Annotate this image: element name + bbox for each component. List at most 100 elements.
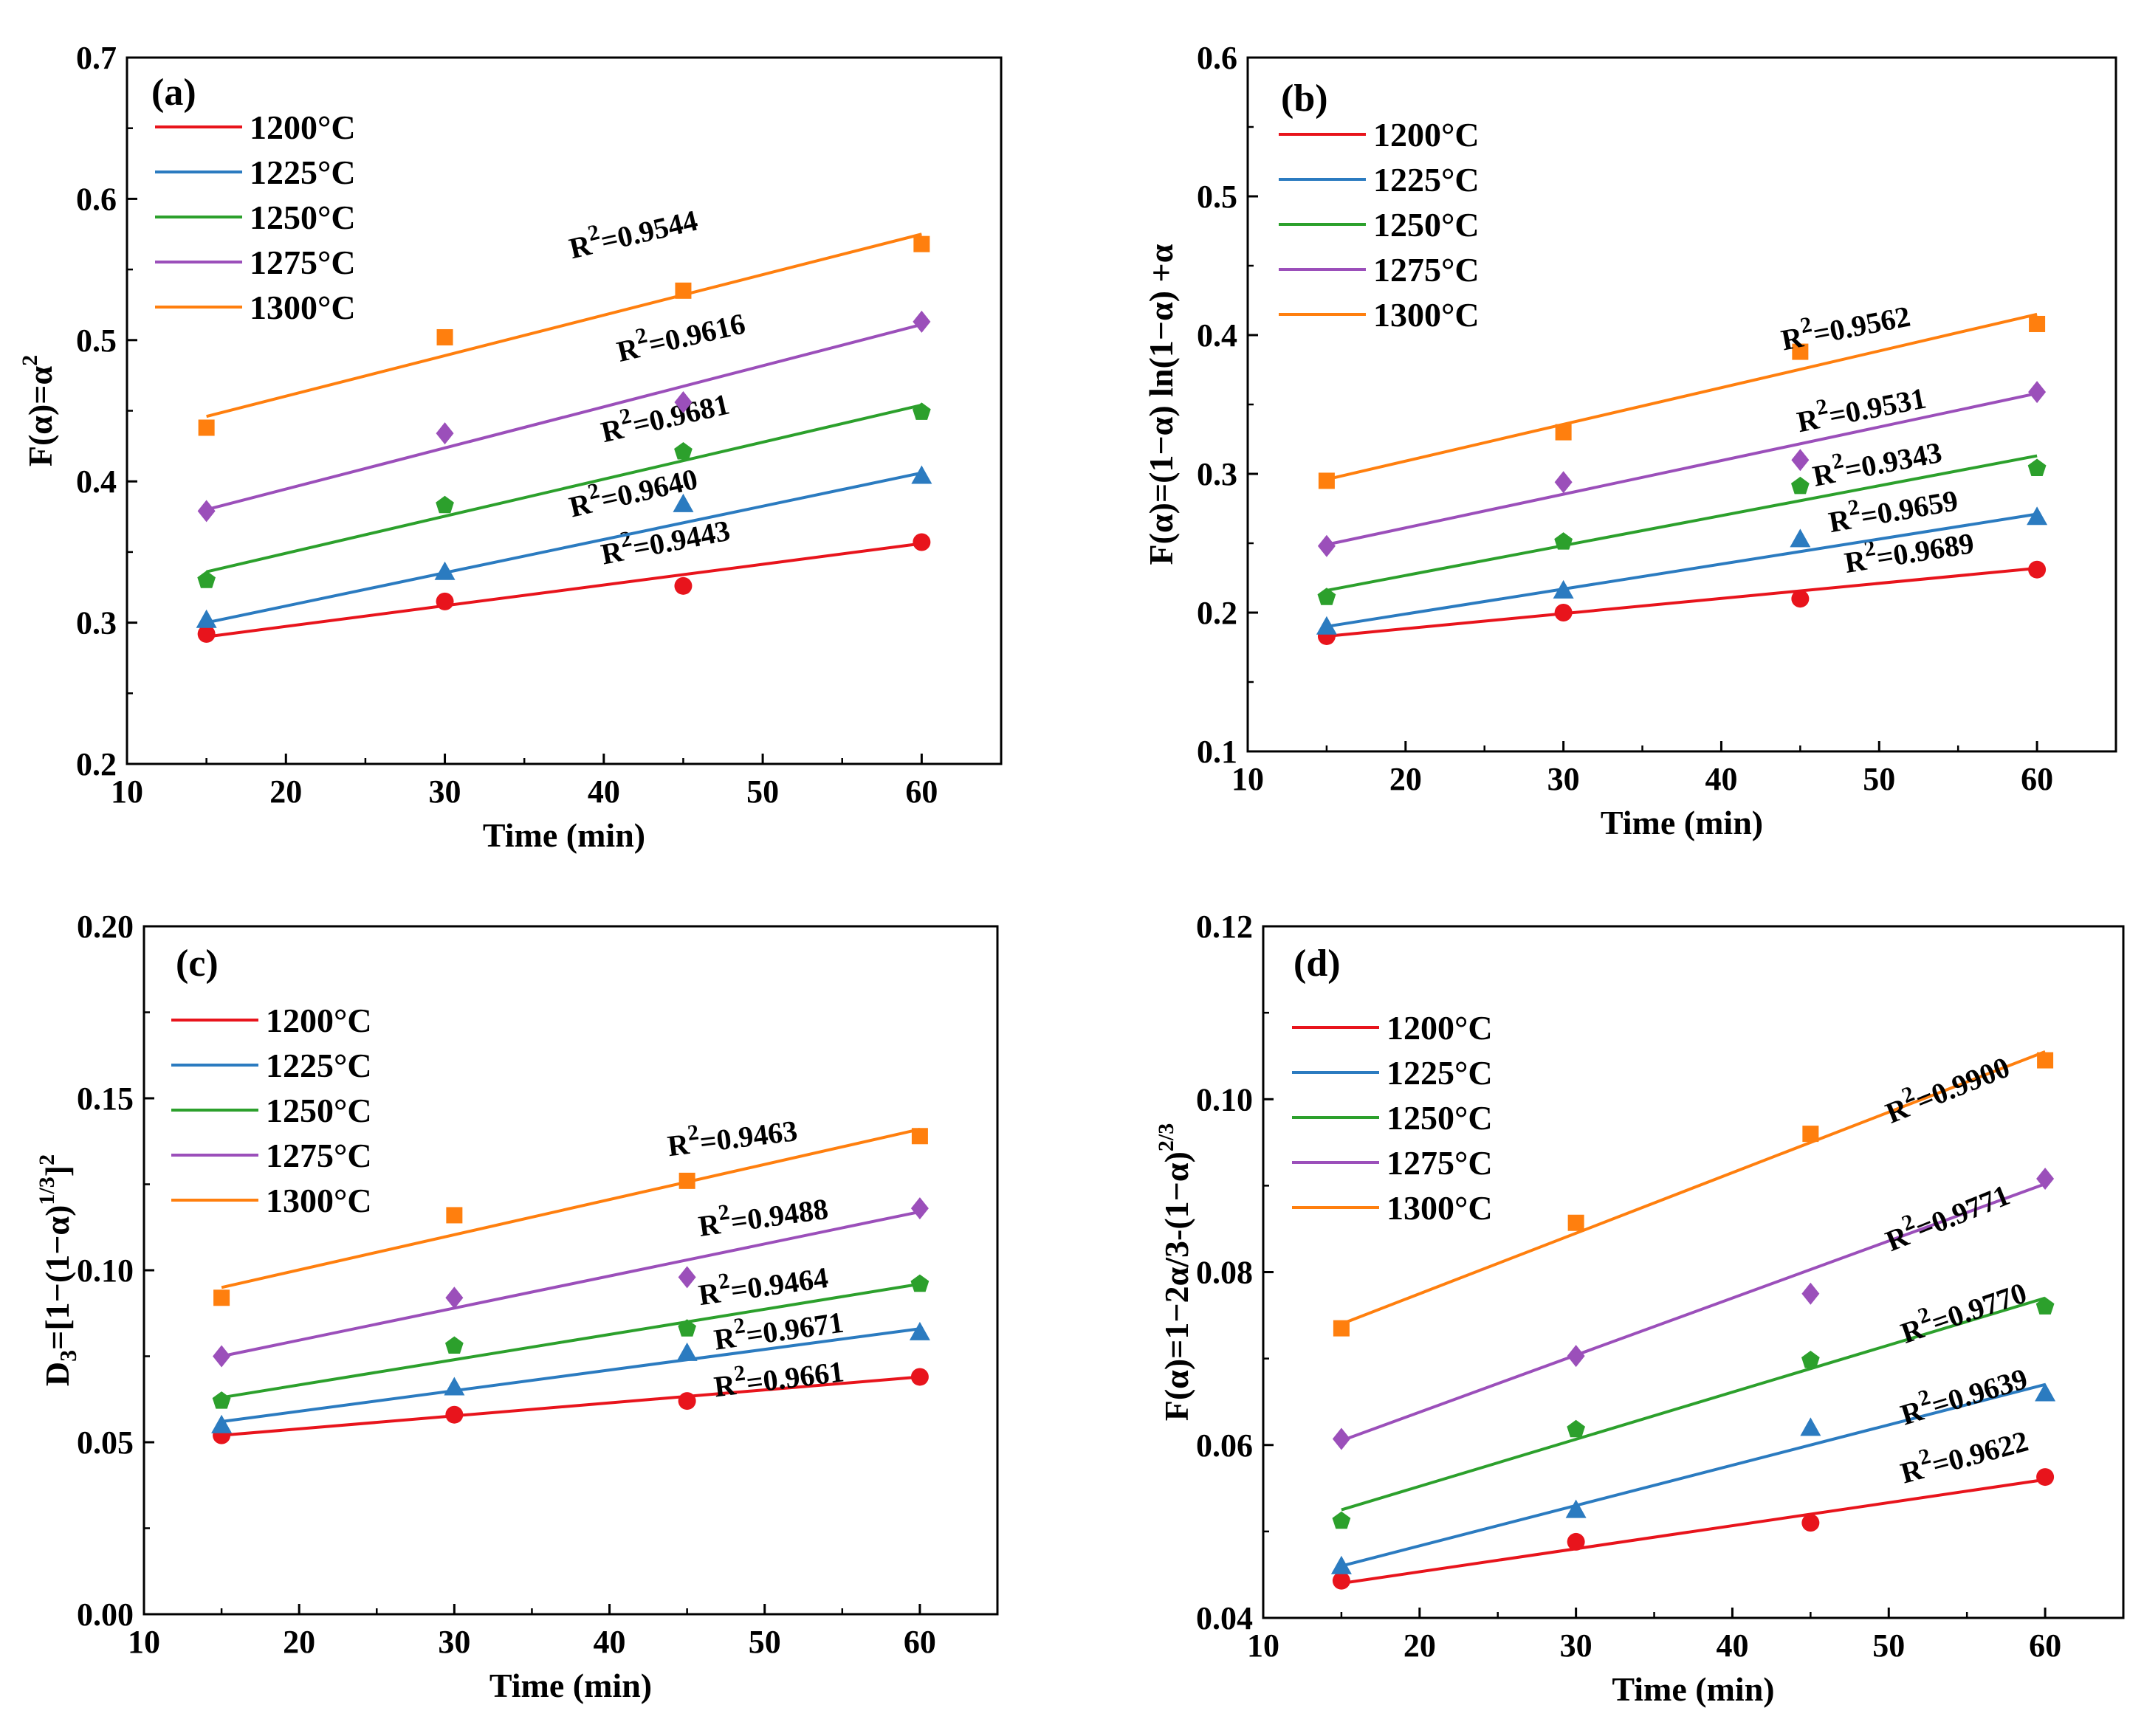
data-point-square [678, 1172, 695, 1189]
r2-label-part-1: 2 [717, 1199, 731, 1225]
legend: 1200°C 1225°C 1250°C 1275°C 1300°C [1279, 116, 1480, 334]
data-point-circle [1791, 590, 1810, 608]
data-point-square [1792, 343, 1809, 360]
series-1200: R2=0.9661 [213, 1354, 929, 1444]
x-tick-label: 30 [438, 1624, 470, 1660]
data-point-square [436, 328, 453, 345]
data-point-pentagon [1332, 1511, 1351, 1529]
r2-label-part-1: 2 [633, 323, 650, 349]
r2-label-part-2: =0.9443 [630, 514, 732, 565]
r2-label-group: R2=0.9639 [1897, 1362, 2031, 1432]
data-point-triangle [1316, 616, 1337, 635]
legend-label: 1300°C [266, 1182, 372, 1219]
data-point-diamond [1317, 534, 1336, 557]
data-point-pentagon [1317, 588, 1336, 605]
x-tick-label: 40 [1705, 761, 1737, 797]
y-axis-title-part-0: F(α)=α [21, 366, 59, 467]
data-point-square [213, 1289, 230, 1306]
r2-label: R2=0.9622 [1895, 1419, 2031, 1490]
y-axis-title-group: F(α)=1−2α/3-(1−α)2/3 [1154, 1123, 1195, 1421]
fit-line [1326, 392, 2038, 546]
y-tick-label: 0.05 [77, 1425, 134, 1461]
y-axis-title-group: F(α)=α2 [18, 355, 59, 466]
legend-label: 1200°C [266, 1002, 372, 1039]
data-point-pentagon [1801, 1351, 1820, 1368]
legend-label: 1300°C [250, 289, 356, 326]
x-axis-title: Time (min) [1612, 1670, 1774, 1708]
y-tick-label: 0.4 [1197, 317, 1237, 354]
r2-label-part-2: =0.9659 [1858, 483, 1961, 533]
data-point-pentagon [197, 571, 216, 588]
y-axis-title-group: F(α)=(1−α) ln(1−α) +α [1142, 244, 1180, 565]
x-axis-title: Time (min) [489, 1667, 652, 1704]
data-point-square [913, 235, 930, 252]
x-tick-label: 60 [2029, 1628, 2061, 1664]
x-tick-label: 20 [1389, 761, 1422, 797]
data-point-pentagon [910, 1274, 930, 1292]
x-tick-label: 10 [1231, 761, 1264, 797]
data-point-pentagon [212, 1391, 231, 1409]
r2-label-part-1: 2 [717, 1269, 731, 1295]
r2-label-group: R2=0.9616 [612, 301, 748, 368]
data-point-triangle [911, 465, 932, 484]
x-tick-label: 20 [1403, 1628, 1436, 1664]
y-tick-label: 0.08 [1196, 1255, 1253, 1291]
r2-label-group: R2=0.9531 [1794, 381, 1928, 438]
data-point-pentagon [674, 442, 693, 460]
r2-label: R2=0.9616 [612, 301, 748, 368]
legend-label: 1200°C [250, 108, 356, 146]
r2-label-part-1: 2 [585, 220, 602, 247]
data-point-circle [1801, 1514, 1820, 1532]
data-point-pentagon [2027, 458, 2047, 476]
fit-line [221, 1282, 921, 1399]
data-point-pentagon [1567, 1419, 1585, 1438]
data-point-pentagon [1554, 532, 1573, 550]
x-tick-label: 60 [2021, 761, 2053, 797]
r2-label-part-0: R [712, 1368, 738, 1403]
x-tick-label: 50 [1863, 761, 1895, 797]
y-tick-label: 0.00 [77, 1596, 134, 1633]
fit-line [221, 1210, 921, 1358]
data-point-triangle [673, 493, 694, 512]
fit-line [206, 471, 922, 624]
data-point-circle [1554, 604, 1573, 621]
y-tick-label: 0.15 [77, 1081, 134, 1117]
r2-label-part-2: =0.9488 [729, 1192, 831, 1239]
data-point-pentagon [436, 495, 454, 514]
fit-line [1326, 566, 2038, 638]
legend-label: 1275°C [266, 1137, 372, 1174]
y-tick-label: 0.12 [1196, 909, 1253, 945]
r2-label: R2=0.9770 [1894, 1270, 2030, 1350]
r2-label: R2=0.9689 [1841, 520, 1976, 579]
r2-label-part-2: =0.9343 [1842, 435, 1945, 487]
y-tick-label: 0.2 [1197, 595, 1237, 631]
r2-label-part-0: R [666, 1127, 692, 1162]
legend-label: 1250°C [1373, 206, 1480, 244]
data-point-triangle [444, 1377, 465, 1396]
data-point-diamond [436, 422, 454, 445]
y-axis-title: F(α)=(1−α) ln(1−α) +α [1142, 244, 1180, 565]
data-point-circle [445, 1405, 464, 1424]
legend-label: 1250°C [250, 199, 356, 236]
r2-label-group: R2=0.9900 [1881, 1050, 2015, 1130]
x-tick-label: 60 [905, 774, 938, 810]
fit-line [221, 1327, 921, 1424]
r2-label-group: R2=0.9689 [1841, 520, 1976, 579]
y-axis-title-part-0: F(α)=1−2α/3-(1−α) [1158, 1151, 1195, 1421]
fit-line [206, 403, 922, 574]
x-tick-label: 60 [904, 1624, 936, 1660]
panel-label: (c) [176, 943, 219, 985]
data-point-circle [1332, 1571, 1350, 1590]
y-axis-title-part-1: 2 [18, 355, 42, 366]
x-tick-label: 10 [1247, 1628, 1279, 1664]
y-axis-title-group: D3=[1−(1−α)1/3]2 [35, 1154, 81, 1386]
r2-label: R2=0.9640 [565, 456, 701, 523]
panel-d: 10 20 30 40 50 60 0.04 0.06 0.08 0.10 0.12 Time (mi… [1154, 909, 2125, 1708]
legend-label: 1275°C [1387, 1144, 1493, 1182]
r2-label-part-1: 2 [1814, 394, 1829, 420]
x-tick-label: 20 [283, 1624, 315, 1660]
r2-label: R2=0.9771 [1879, 1173, 2015, 1258]
x-tick-label: 30 [1560, 1628, 1592, 1664]
y-tick-label: 0.5 [76, 323, 117, 359]
data-point-square [675, 282, 692, 299]
